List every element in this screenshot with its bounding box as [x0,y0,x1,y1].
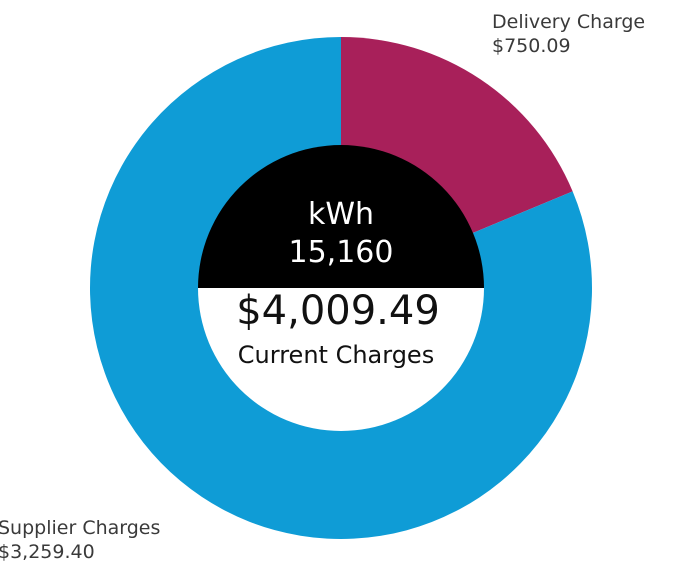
supplier-charges-label: Supplier Charges [0,517,161,539]
center-total-panel [198,288,484,431]
usage-unit-label: kWh [308,197,374,232]
delivery-charge-amount: $750.09 [492,35,571,57]
total-charges-label: Current Charges [238,341,434,369]
usage-value: 15,160 [289,235,394,270]
supplier-charges-amount: $3,259.40 [0,541,95,563]
supplier-charges-callout: Supplier Charges $3,259.40 [0,516,160,564]
delivery-charge-callout: Delivery Charge $750.09 [492,10,645,58]
total-charges-value: $4,009.49 [236,288,440,334]
center-usage-panel [198,145,484,288]
delivery-charge-label: Delivery Charge [492,11,646,33]
